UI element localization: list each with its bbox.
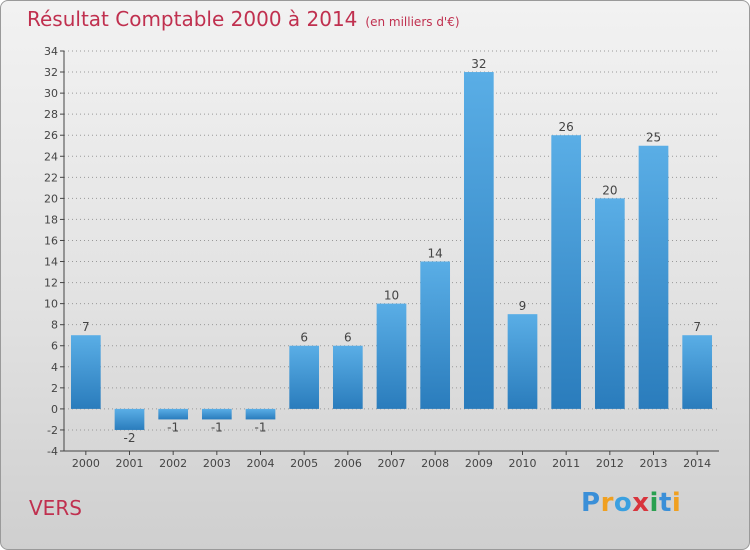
x-tick-label: 2011 xyxy=(552,457,580,470)
data-label: -2 xyxy=(124,431,136,445)
x-tick-label: 2002 xyxy=(159,457,187,470)
logo-letter: i xyxy=(649,488,659,518)
y-tick-label: 16 xyxy=(44,234,58,247)
bar xyxy=(201,408,232,420)
data-label: 10 xyxy=(384,289,399,303)
data-label: 7 xyxy=(693,320,701,334)
bar xyxy=(507,314,538,409)
logo-letter: i xyxy=(671,488,682,518)
y-tick-label: 30 xyxy=(44,87,58,100)
y-tick-label: 2 xyxy=(51,382,58,395)
bar xyxy=(594,198,625,409)
x-tick-label: 2001 xyxy=(116,457,144,470)
y-tick-label: 20 xyxy=(44,192,58,205)
x-tick-label: 2008 xyxy=(421,457,449,470)
bar xyxy=(638,145,669,409)
x-tick-label: 2004 xyxy=(247,457,275,470)
y-tick-label: 28 xyxy=(44,108,58,121)
y-tick-label: 26 xyxy=(44,129,58,142)
data-label: 6 xyxy=(344,331,352,345)
bar xyxy=(332,345,363,409)
y-tick-label: -2 xyxy=(47,424,58,437)
city-name: VERS xyxy=(29,496,82,520)
logo-letter: t xyxy=(658,488,672,518)
data-label: -1 xyxy=(255,420,267,434)
proxiti-logo[interactable]: Proxiti xyxy=(581,488,681,518)
logo-letter: o xyxy=(613,488,633,518)
x-tick-label: 2007 xyxy=(378,457,406,470)
y-tick-label: 6 xyxy=(51,340,58,353)
data-label: 25 xyxy=(646,131,661,145)
bar xyxy=(463,72,494,409)
y-tick-label: 18 xyxy=(44,213,58,226)
bar xyxy=(289,345,320,409)
y-tick-label: 4 xyxy=(51,361,58,374)
bar xyxy=(114,408,145,430)
bar xyxy=(376,303,407,409)
logo-letter: P xyxy=(581,488,601,518)
x-tick-label: 2003 xyxy=(203,457,231,470)
data-label: 9 xyxy=(519,299,527,313)
x-tick-label: 2012 xyxy=(596,457,624,470)
y-tick-label: 0 xyxy=(51,403,58,416)
data-label: 7 xyxy=(82,320,90,334)
x-tick-label: 2005 xyxy=(290,457,318,470)
data-label: 20 xyxy=(602,183,617,197)
x-tick-label: 2014 xyxy=(683,457,711,470)
y-tick-label: 8 xyxy=(51,319,58,332)
data-label: 32 xyxy=(471,57,486,71)
data-label: 14 xyxy=(428,247,443,261)
x-tick-label: 2010 xyxy=(509,457,537,470)
bar xyxy=(682,335,713,409)
y-tick-label: 10 xyxy=(44,298,58,311)
y-tick-label: 22 xyxy=(44,171,58,184)
title-text: Résultat Comptable 2000 à 2014 xyxy=(27,7,358,31)
bar xyxy=(245,408,276,420)
subtitle-text: (en milliers d'€) xyxy=(365,15,460,29)
bar xyxy=(551,135,582,409)
logo-letter: r xyxy=(600,488,614,518)
bar xyxy=(420,261,451,409)
chart-title: Résultat Comptable 2000 à 2014 (en millie… xyxy=(27,7,460,31)
x-tick-label: 2000 xyxy=(72,457,100,470)
y-tick-label: 14 xyxy=(44,256,58,269)
data-label: 26 xyxy=(559,120,574,134)
data-label: 6 xyxy=(300,331,308,345)
y-tick-label: 32 xyxy=(44,66,58,79)
x-tick-label: 2013 xyxy=(640,457,668,470)
y-tick-label: 34 xyxy=(44,45,58,58)
logo-letter: x xyxy=(632,488,650,518)
bar xyxy=(70,335,101,409)
x-tick-label: 2009 xyxy=(465,457,493,470)
bar xyxy=(158,408,189,420)
y-tick-label: 24 xyxy=(44,150,58,163)
data-label: -1 xyxy=(211,420,223,434)
y-tick-label: -4 xyxy=(47,445,58,458)
data-label: -1 xyxy=(167,420,179,434)
x-tick-label: 2006 xyxy=(334,457,362,470)
y-tick-label: 12 xyxy=(44,277,58,290)
